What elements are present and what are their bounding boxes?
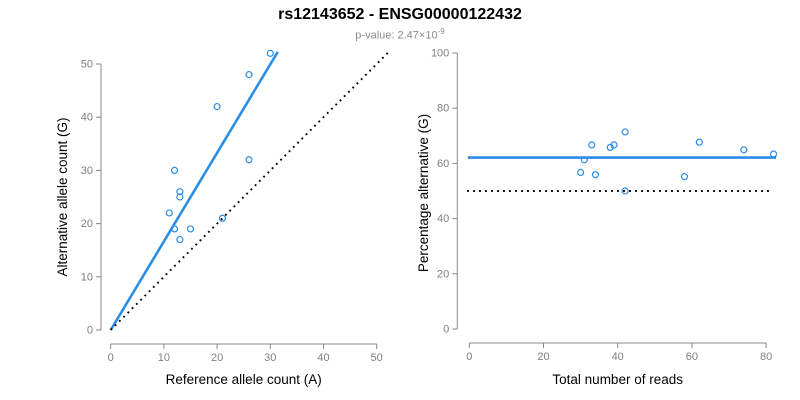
data-point [176, 235, 184, 244]
y-tick-label: 50 [81, 59, 93, 71]
figure-subtitle: p-value: 2.47×10-9 [0, 25, 800, 43]
data-point [769, 150, 778, 158]
x-tick-label: 20 [537, 351, 549, 363]
data-point [591, 171, 600, 179]
y-axis-title-right: Percentage alternative (G) [416, 114, 431, 272]
x-tick-label: 30 [264, 352, 276, 364]
data-point [245, 71, 253, 79]
x-tick-label: 0 [466, 351, 472, 363]
y-tick-label: 40 [437, 213, 449, 225]
identity-line [110, 51, 390, 331]
p-value-exponent: -9 [437, 27, 445, 36]
x-tick-label: 0 [108, 352, 114, 364]
x-tick-label: 40 [317, 352, 329, 364]
data-point [245, 156, 253, 164]
y-axis-title-left: Alternative allele count (G) [55, 117, 70, 276]
data-point [740, 146, 748, 154]
y-tick-label: 0 [87, 325, 93, 337]
y-tick-label: 80 [437, 103, 449, 115]
p-value-text: p-value: 2.47×10 [355, 29, 438, 42]
y-tick-label: 10 [81, 271, 93, 283]
y-tick-label: 40 [81, 112, 93, 124]
data-point [176, 188, 184, 196]
y-tick-label: 60 [437, 158, 449, 170]
left-scatter-plot: Reference allele count (A) Alternative a… [55, 49, 390, 387]
data-point [695, 138, 703, 146]
x-tick-label: 40 [612, 351, 624, 363]
data-point [588, 141, 596, 149]
data-point [621, 187, 629, 195]
y-tick-label: 0 [443, 324, 449, 336]
x-tick-label: 20 [211, 352, 223, 364]
y-tick-label: 100 [431, 48, 449, 60]
y-tick-label: 20 [81, 218, 93, 230]
y-tick-label: 20 [437, 268, 449, 280]
data-point [170, 225, 179, 233]
data-point [170, 166, 179, 174]
data-point [266, 49, 274, 57]
right-scatter-plot: Total number of reads Percentage alterna… [416, 48, 778, 387]
data-point [580, 156, 588, 164]
x-tick-label: 10 [158, 352, 170, 364]
x-tick-label: 50 [371, 352, 383, 364]
y-tick-label: 30 [81, 165, 93, 177]
data-point [218, 214, 227, 222]
x-tick-label: 80 [760, 351, 772, 363]
figure-header: rs12143652 - ENSG00000122432 p-value: 2.… [0, 5, 800, 43]
x-axis-title-right: Total number of reads [552, 372, 683, 387]
x-axis-title-left: Reference allele count (A) [166, 372, 322, 387]
data-point [621, 128, 629, 136]
data-point [176, 193, 184, 201]
x-tick-label: 60 [686, 351, 698, 363]
data-point [576, 168, 585, 177]
figure-title: rs12143652 - ENSG00000122432 [278, 6, 522, 23]
data-point [680, 173, 689, 181]
fit-line [109, 51, 279, 331]
data-point [213, 102, 221, 111]
data-point [606, 143, 614, 151]
data-point [186, 225, 195, 233]
data-point [165, 209, 173, 217]
